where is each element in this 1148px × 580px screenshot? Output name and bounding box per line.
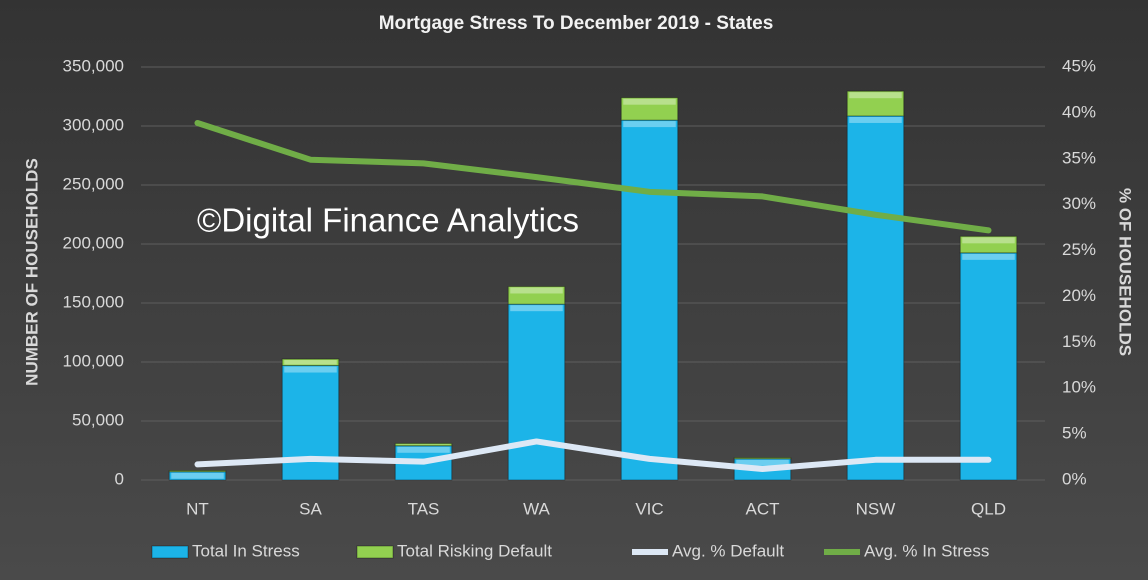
y-tick-label: 200,000 [63,233,124,252]
legend-label: Total In Stress [192,541,300,560]
x-tick-label: VIC [635,499,663,518]
bar-highlight [510,287,563,294]
y-tick-label: 250,000 [63,174,124,193]
bar-highlight [284,366,337,373]
bar-segment [168,470,227,473]
y-tick-label: 100,000 [63,351,124,370]
bar-highlight [736,459,789,466]
bar-highlight [962,253,1015,260]
bar-highlight [623,98,676,105]
y2-tick-label: 0% [1062,469,1087,488]
bar-segment [281,358,340,367]
y-tick-label: 350,000 [63,56,124,75]
y2-tick-label: 15% [1062,332,1096,351]
x-tick-label: NT [186,499,209,518]
y-tick-label: 50,000 [72,410,124,429]
y2-axis-title: % OF HOUSEHOLDS [1116,188,1135,356]
y2-tick-label: 10% [1062,378,1096,397]
bar-segment [620,97,679,121]
bar-highlight [510,305,563,312]
bar-highlight [849,116,902,123]
bar-highlight [284,360,337,365]
bar-highlight [962,237,1015,244]
x-tick-label: TAS [408,499,440,518]
line [194,119,992,234]
watermark: ©Digital Finance Analytics [197,202,579,239]
x-tick-label: QLD [971,499,1006,518]
bar-highlight [171,472,224,479]
bar-segment [620,119,679,481]
y-tick-label: 300,000 [63,115,124,134]
y2-tick-label: 45% [1062,56,1096,75]
y2-tick-label: 5% [1062,424,1087,443]
bar-segment [507,285,566,305]
bar-segment [733,457,792,460]
bar-highlight [849,92,902,99]
bar-segment [846,115,905,481]
y2-tick-label: 40% [1062,102,1096,121]
x-tick-label: ACT [746,499,780,518]
x-tick-label: WA [523,499,550,518]
bar-segment [959,252,1018,481]
bar-highlight [623,121,676,128]
y-axis-title: NUMBER OF HOUSEHOLDS [22,158,41,386]
bar-segment [507,303,566,481]
y-tick-label: 150,000 [63,292,124,311]
bar-segment [846,90,905,117]
y2-tick-label: 30% [1062,194,1096,213]
legend-label: Avg. % In Stress [864,541,989,560]
x-tick-label: NSW [856,499,896,518]
legend-label: Avg. % Default [672,541,784,560]
x-tick-label: SA [299,499,322,518]
bar-segment [394,442,453,447]
bar-segment [959,235,1018,254]
legend-swatch [356,545,394,559]
y2-tick-label: 20% [1062,286,1096,305]
y2-tick-label: 35% [1062,148,1096,167]
bar-highlight [397,446,450,453]
chart-title: Mortgage Stress To December 2019 - State… [379,13,774,34]
line [194,438,992,472]
legend-label: Total Risking Default [397,541,552,560]
legend-swatch [151,545,189,559]
y-tick-label: 0 [115,469,124,488]
y2-tick-label: 25% [1062,240,1096,259]
